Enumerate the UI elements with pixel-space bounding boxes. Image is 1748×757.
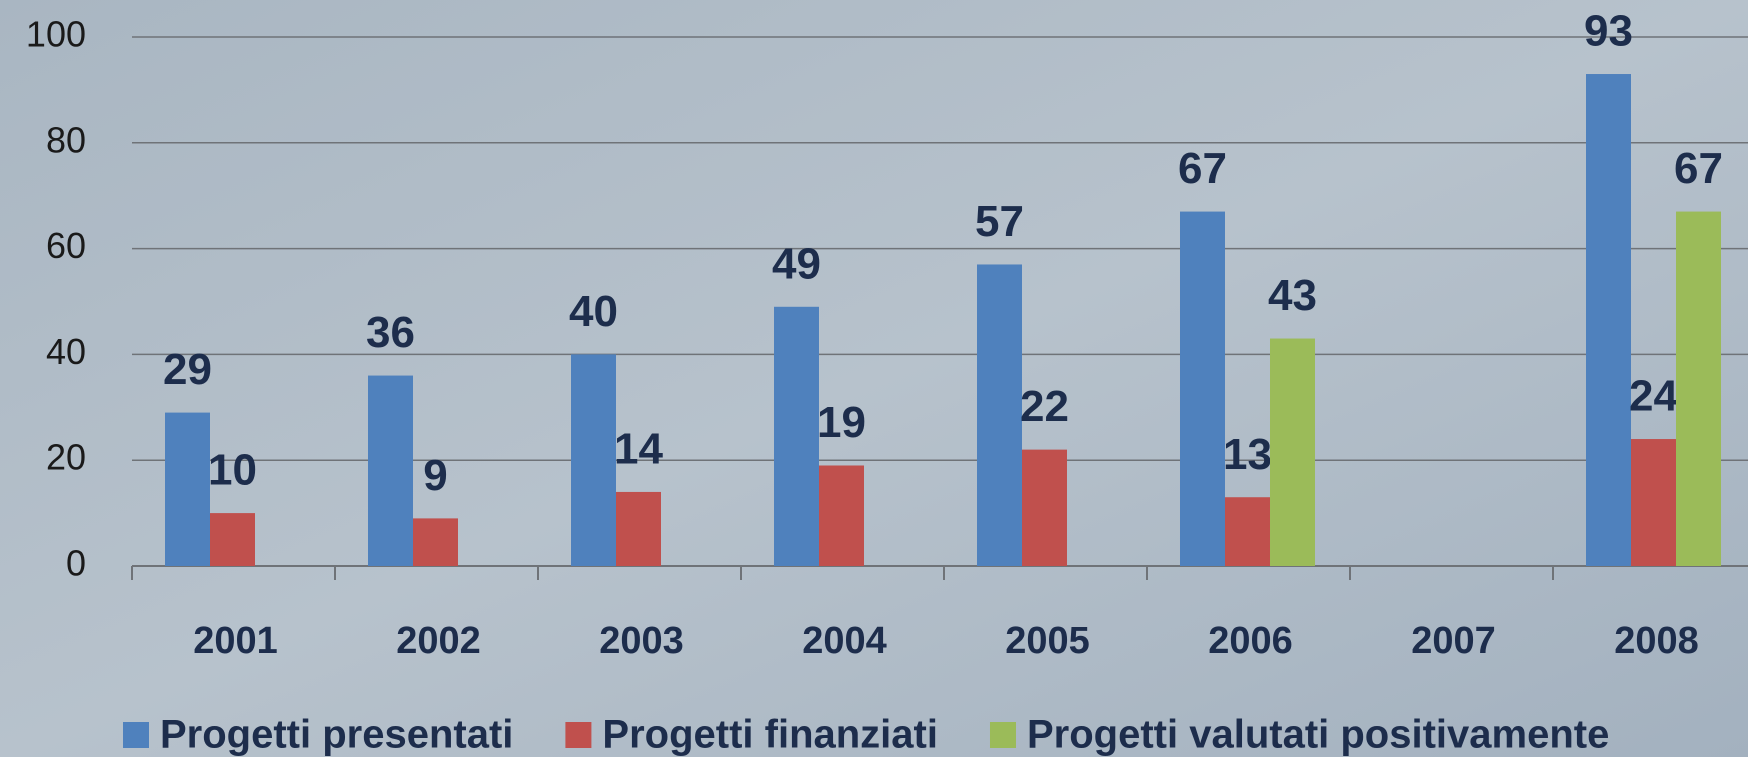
data-label: 49 xyxy=(772,239,821,288)
bar xyxy=(819,465,864,566)
legend-label: Progetti presentati xyxy=(160,713,513,757)
data-label: 67 xyxy=(1178,144,1227,193)
bar xyxy=(1022,449,1067,566)
y-tick-label: 80 xyxy=(46,119,86,160)
data-label: 43 xyxy=(1268,271,1317,320)
legend-swatch xyxy=(989,722,1016,748)
data-label: 22 xyxy=(1020,382,1069,431)
data-label: 93 xyxy=(1584,7,1633,56)
data-label: 29 xyxy=(163,345,212,394)
bar xyxy=(774,306,819,566)
bar xyxy=(616,491,661,566)
bar xyxy=(571,354,616,566)
bar xyxy=(210,513,255,566)
data-label: 67 xyxy=(1674,144,1723,193)
y-tick-label: 0 xyxy=(66,543,86,584)
y-tick-label: 100 xyxy=(26,14,86,55)
bar xyxy=(1270,338,1315,566)
x-tick-label: 2007 xyxy=(1411,620,1496,662)
x-tick-label: 2005 xyxy=(1005,620,1090,662)
x-tick-label: 2004 xyxy=(802,620,887,662)
data-label: 24 xyxy=(1629,372,1678,421)
bar xyxy=(1676,211,1721,566)
data-label: 40 xyxy=(569,287,618,336)
data-label: 10 xyxy=(208,446,257,495)
bar xyxy=(1180,211,1225,566)
x-tick-label: 2003 xyxy=(599,620,684,662)
data-label: 57 xyxy=(975,197,1024,246)
y-tick-label: 60 xyxy=(46,225,86,266)
bar xyxy=(1225,497,1270,566)
legend-label: Progetti valutati positivamente xyxy=(1027,713,1609,757)
y-tick-label: 20 xyxy=(46,437,86,478)
x-tick-label: 2002 xyxy=(396,620,481,662)
bar xyxy=(1586,74,1631,566)
bar xyxy=(368,375,413,566)
legend-swatch xyxy=(565,722,592,748)
x-tick-label: 2006 xyxy=(1208,620,1293,662)
data-label: 19 xyxy=(817,398,866,447)
x-tick-label: 2008 xyxy=(1614,620,1699,662)
bar xyxy=(1631,439,1676,566)
data-label: 36 xyxy=(366,308,415,357)
x-tick-label: 2001 xyxy=(193,620,278,662)
bar xyxy=(977,264,1022,566)
data-label: 9 xyxy=(423,451,447,500)
y-tick-label: 40 xyxy=(46,331,86,372)
data-label: 13 xyxy=(1223,430,1272,479)
legend-swatch xyxy=(123,722,149,748)
bar xyxy=(413,518,458,566)
data-label: 14 xyxy=(614,425,663,474)
bar xyxy=(165,412,210,566)
legend-label: Progetti finanziati xyxy=(602,713,938,757)
